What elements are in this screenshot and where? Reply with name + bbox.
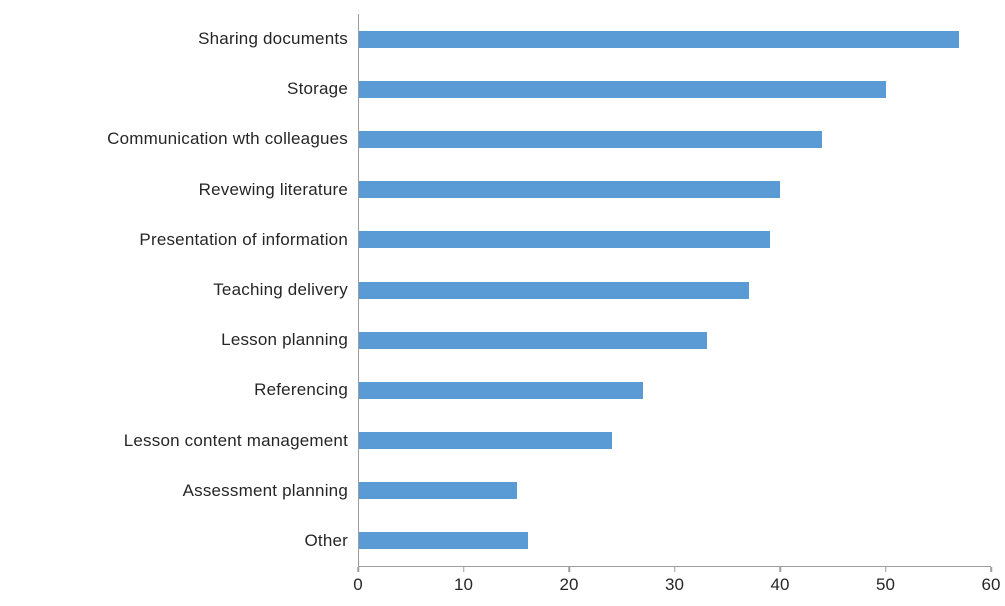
tick-label: 0 — [353, 575, 363, 594]
tick-mark — [673, 567, 676, 572]
bar-track — [358, 114, 991, 165]
bar-track — [358, 315, 991, 366]
bar — [359, 80, 886, 98]
bar-track — [358, 264, 991, 316]
tick-mark — [990, 567, 992, 572]
tick-label: 60 — [981, 575, 1001, 594]
tick-mark — [568, 567, 570, 572]
bar-row: Communication wth colleagues — [6, 114, 991, 165]
tick-mark — [884, 567, 887, 572]
bar — [359, 432, 612, 450]
axis-spacer — [6, 566, 358, 600]
bar-row: Referencing — [6, 365, 991, 416]
bar-track — [358, 415, 991, 466]
category-label: Lesson planning — [221, 330, 348, 350]
tick-label: 10 — [454, 575, 473, 594]
tick-label: 20 — [559, 575, 579, 594]
bar-row: Other — [6, 515, 991, 567]
tick-label: 50 — [876, 575, 895, 594]
bar-row: Revewing literature — [6, 164, 991, 215]
bar — [359, 381, 644, 399]
bar — [359, 30, 960, 48]
bar-row: Assessment planning — [6, 465, 991, 516]
bar-row: Storage — [6, 64, 991, 115]
x-axis: 0 10 20 30 40 50 60 — [6, 566, 1000, 600]
bar — [359, 231, 770, 249]
bar-track — [358, 14, 991, 65]
tick-mark — [779, 567, 781, 572]
bar — [359, 532, 528, 550]
bar-track — [358, 515, 991, 567]
plot-area: Sharing documents Storage Communication wt… — [6, 14, 991, 567]
bar-row: Lesson planning — [6, 315, 991, 366]
category-label: Storage — [287, 79, 348, 99]
bar — [359, 181, 781, 199]
bar-row: Presentation of information — [6, 214, 991, 265]
x-axis-ticks: 0 10 20 30 40 50 60 — [353, 566, 1000, 600]
category-label: Assessment planning — [182, 480, 348, 500]
bar-row: Lesson content management — [6, 415, 991, 466]
bar-row: Sharing documents — [6, 14, 991, 65]
bar-track — [358, 465, 991, 516]
bar-track — [358, 164, 991, 215]
bar — [359, 130, 823, 148]
tick-label: 30 — [665, 575, 684, 594]
category-label: Other — [304, 530, 348, 550]
tick-mark — [357, 567, 359, 572]
category-label: Teaching delivery — [213, 280, 348, 300]
category-label: Revewing literature — [198, 179, 348, 199]
bar — [359, 331, 707, 349]
category-label: Communication wth colleagues — [107, 129, 348, 149]
category-label: Referencing — [254, 380, 348, 400]
bar — [359, 281, 749, 299]
bar-row: Teaching delivery — [6, 264, 991, 316]
category-label: Sharing documents — [198, 29, 348, 49]
bar-track — [358, 214, 991, 265]
bar — [359, 482, 517, 500]
tick-mark — [462, 567, 465, 572]
tick-label: 40 — [770, 575, 790, 594]
category-label: Presentation of information — [139, 229, 348, 249]
bar-track — [358, 64, 991, 115]
bar-track — [358, 365, 991, 416]
category-label: Lesson content management — [123, 430, 348, 450]
